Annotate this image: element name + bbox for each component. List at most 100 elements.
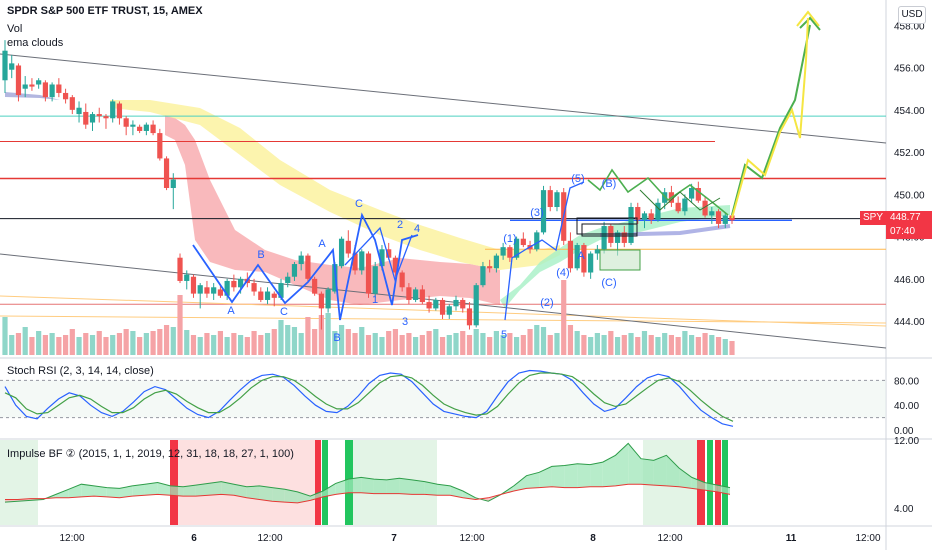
volume-bar (487, 337, 493, 355)
candle-body (365, 253, 372, 294)
candle-body (399, 272, 405, 288)
volume-bar (264, 333, 271, 355)
volume-bar (554, 333, 560, 355)
upper-trend-line (0, 53, 887, 144)
impulse-signal-bar (715, 440, 721, 525)
volume-indicator-label[interactable]: Vol (7, 23, 23, 35)
currency-button[interactable]: USD (898, 6, 926, 24)
impulse-fill (615, 443, 629, 486)
wave-label: A (577, 250, 585, 262)
wave-label: A (227, 305, 235, 317)
volume-bar (96, 331, 102, 355)
candle-body (386, 249, 392, 258)
volume-bar (103, 337, 109, 355)
volume-bar (197, 337, 203, 355)
candle-body (137, 126, 143, 131)
candle-body (130, 124, 136, 127)
volume-bar (601, 335, 607, 355)
impulse-signal-bar (315, 440, 321, 525)
candle-body (493, 255, 499, 269)
candle-body (224, 280, 230, 296)
impulse-fill (361, 477, 374, 494)
candle-body (62, 92, 69, 100)
volume-bar (439, 337, 446, 355)
ema-cloud-bearish (165, 115, 500, 305)
volume-bar (513, 337, 520, 355)
candle-body (123, 118, 129, 127)
volume-bar (231, 333, 237, 355)
volume-bar (305, 317, 311, 355)
stoch-rsi-label[interactable]: Stoch RSI (2, 3, 14, 14, close) (7, 365, 154, 377)
candle-body (312, 278, 318, 294)
volume-bar (325, 313, 331, 355)
time-tick-label: 7 (391, 533, 397, 544)
green-arrow-head (799, 16, 821, 31)
candle-body (588, 253, 594, 273)
impulse-fill (284, 489, 298, 503)
impulse-fill (450, 485, 463, 498)
range-box (581, 223, 638, 237)
volume-bar (36, 331, 42, 355)
impulse-bf-label[interactable]: Impulse BF ② (2015, 1, 1, 2019, 12, 31, … (7, 448, 294, 460)
impulse-fill (399, 478, 413, 495)
price-tick-label: 454.00 (894, 106, 925, 117)
candle-body (49, 84, 55, 98)
volume-bar (298, 333, 304, 355)
candle-body (520, 238, 526, 246)
wave-label: (3) (530, 207, 543, 219)
wave-label: 4 (414, 223, 420, 235)
impulse-fill (170, 485, 184, 497)
volume-bar (251, 331, 257, 355)
impulse-fill (272, 487, 285, 503)
candle-body (352, 253, 358, 271)
time-tick-label: 12:00 (855, 533, 880, 544)
volume-bar (338, 325, 345, 355)
candle-body (500, 247, 506, 256)
volume-bar (628, 333, 634, 355)
volume-bar (15, 333, 22, 355)
volume-bar (608, 331, 614, 355)
candle-body (22, 84, 28, 89)
impulse-fill (259, 485, 273, 502)
volume-bar (49, 333, 55, 355)
price-tick-label: 446.00 (894, 275, 925, 286)
impulse-fill (526, 472, 540, 489)
orange-trend-line (0, 315, 887, 324)
volume-bar (2, 317, 8, 355)
candle-body (648, 213, 654, 220)
volume-bar (520, 335, 526, 355)
wave-label: (B) (602, 178, 617, 190)
volume-bar (493, 331, 499, 355)
candle-body (143, 124, 149, 131)
volume-bar (184, 330, 190, 355)
candle-body (184, 274, 190, 281)
candle-body (177, 257, 183, 281)
volume-bar (433, 329, 439, 355)
candle-body (332, 264, 338, 292)
volume-bar (76, 337, 82, 355)
candle-body (69, 97, 75, 110)
volume-bar (258, 335, 264, 355)
candle-body (278, 283, 284, 298)
candle-body (285, 276, 291, 284)
volume-bar (540, 327, 547, 355)
volume-bar (123, 329, 129, 355)
impulse-fill (539, 466, 552, 488)
impulse-fill (55, 489, 69, 498)
candle-body (641, 213, 648, 220)
candle-body (345, 240, 351, 254)
impulse-fill (373, 479, 387, 494)
volume-bar (567, 325, 574, 355)
ema-clouds-indicator-label[interactable]: ema clouds (7, 37, 64, 49)
volume-bar (312, 329, 318, 355)
volume-bar (594, 333, 600, 355)
impulse-fill (233, 484, 247, 498)
volume-bar (69, 329, 75, 355)
candle-body (298, 255, 304, 265)
impulse-fill (653, 455, 667, 486)
impulse-fill (81, 484, 95, 497)
volume-bar (547, 335, 553, 355)
candle-body (392, 257, 399, 273)
wave-label: (1) (503, 233, 516, 245)
